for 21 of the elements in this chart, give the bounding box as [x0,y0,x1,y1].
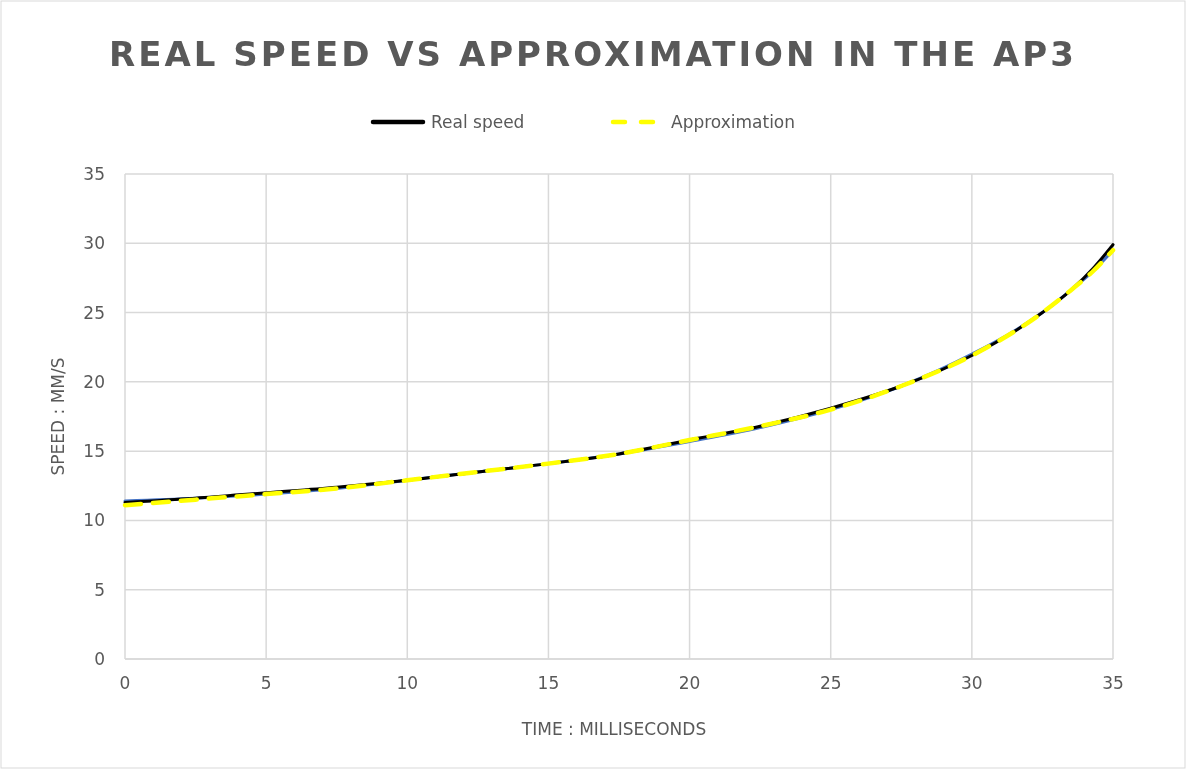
y-tick-label: 0 [94,648,105,669]
y-tick-label: 5 [94,579,105,600]
y-tick-label: 35 [83,163,105,184]
legend-label: Real speed [431,111,525,132]
x-tick-label: 10 [396,673,419,693]
y-tick-label: 10 [83,510,105,531]
y-tick-label: 25 [83,302,105,323]
x-tick-label: 30 [961,673,983,693]
x-tick-label: 0 [119,673,131,693]
x-tick-label: 5 [260,673,272,693]
x-tick-label: 15 [537,673,560,693]
legend-label: Approximation [671,111,796,132]
x-tick-label: 20 [678,673,701,693]
y-axis-title: SPEED : MM/S [48,357,68,476]
x-axis-title: TIME : MILLISECONDS [520,719,707,739]
x-tick-label: 35 [1102,673,1124,693]
y-tick-label: 15 [83,441,105,462]
y-tick-label: 20 [83,371,105,392]
y-tick-label: 30 [83,233,105,254]
chart-title: REAL SPEED VS APPROXIMATION IN THE AP3 [109,34,1077,74]
x-tick-label: 25 [819,673,842,693]
